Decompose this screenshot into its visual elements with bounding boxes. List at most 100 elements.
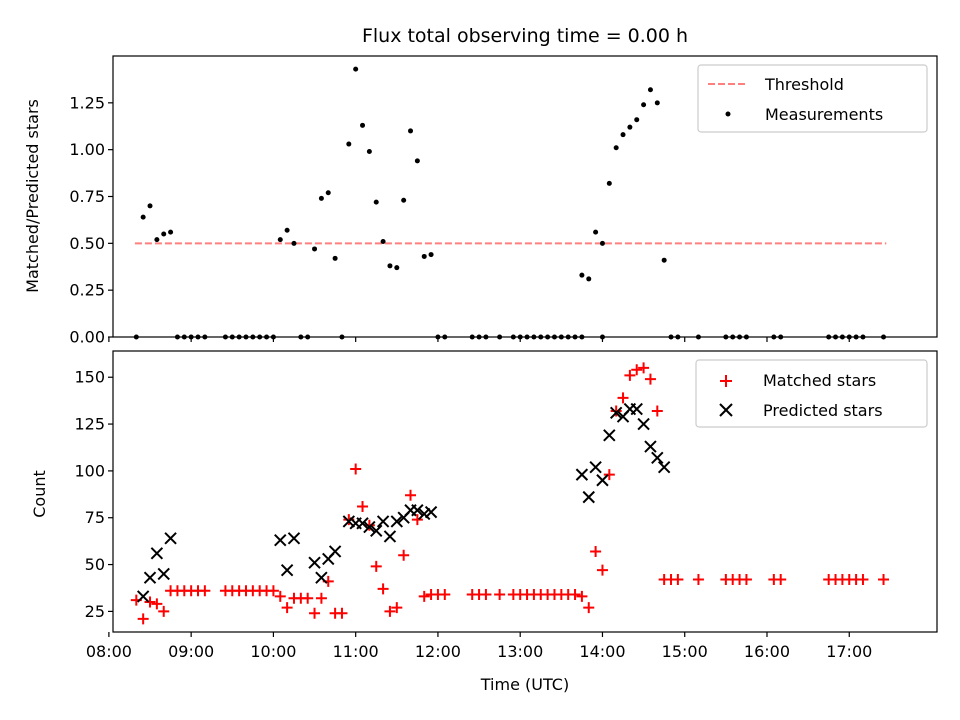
top-y-axis-title: Matched/Predicted stars bbox=[23, 99, 42, 293]
matched-star-point bbox=[624, 369, 636, 381]
predicted-star-point bbox=[150, 547, 164, 560]
predicted-star-point bbox=[274, 533, 287, 547]
predicted-star-point bbox=[411, 504, 424, 517]
matched-star-point bbox=[590, 545, 602, 557]
matched-star-point bbox=[617, 392, 629, 404]
bottom-y-tick-label: 25 bbox=[85, 602, 105, 621]
bottom-x-tick-label: 11:00 bbox=[333, 642, 379, 661]
measurement-point bbox=[593, 229, 599, 235]
matched-star-point bbox=[857, 574, 869, 586]
matched-star-point bbox=[631, 364, 643, 376]
bottom-y-tick-label: 125 bbox=[74, 415, 105, 434]
bottom-x-tick-label: 16:00 bbox=[744, 642, 790, 661]
bottom-axes-frame bbox=[112, 350, 938, 633]
measurement-point bbox=[634, 117, 640, 123]
matched-star-point bbox=[357, 500, 369, 512]
matched-star-point bbox=[377, 583, 389, 595]
predicted-star-point bbox=[136, 590, 150, 603]
top-chart-title: Flux total observing time = 0.00 h bbox=[362, 25, 688, 47]
bottom-x-tick-label: 08:00 bbox=[86, 642, 132, 661]
predicted-star-point bbox=[589, 460, 602, 474]
bottom-axes: 25 50 75 100 125 150 08:00 09:00 10:00 11:00 12:00… bbox=[74, 368, 872, 661]
bottom-y-tick-label: 50 bbox=[85, 555, 105, 574]
matched-star-point bbox=[603, 469, 615, 481]
measurement-point bbox=[312, 246, 318, 252]
matched-star-point bbox=[638, 362, 650, 374]
measurement-point bbox=[147, 203, 153, 209]
bottom-x-tick-label: 13:00 bbox=[497, 642, 543, 661]
measurement-point bbox=[414, 158, 420, 164]
predicted-star-point bbox=[280, 563, 294, 577]
predicted-star-point bbox=[603, 429, 616, 442]
predicted-star-point bbox=[315, 571, 328, 584]
bottom-y-axis-title: Count bbox=[30, 470, 49, 518]
measurement-point bbox=[366, 149, 372, 155]
matched-star-point bbox=[644, 373, 656, 385]
predicted-star-point bbox=[143, 571, 157, 584]
predicted-star-point bbox=[657, 460, 671, 474]
matched-star-point bbox=[391, 602, 403, 614]
measurement-point bbox=[661, 257, 667, 263]
predicted-star-point bbox=[383, 530, 397, 543]
top-y-tick-label: 1.25 bbox=[69, 93, 105, 112]
matched-star-point bbox=[281, 602, 293, 614]
predicted-star-point bbox=[363, 520, 376, 534]
predicted-star-point bbox=[370, 524, 383, 538]
bottom-x-axis-title: Time (UTC) bbox=[480, 675, 569, 694]
top-legend: Threshold Measurements bbox=[697, 64, 928, 133]
measurement-point bbox=[277, 237, 283, 243]
top-axes: 0.00 0.25 0.50 0.75 1.00 1.25 bbox=[69, 93, 850, 347]
predicted-star-point bbox=[287, 532, 301, 545]
bottom-x-tick-label: 17:00 bbox=[826, 642, 872, 661]
predicted-star-point bbox=[596, 474, 609, 487]
predicted-star-point bbox=[424, 505, 438, 519]
bottom-x-tick-label: 15:00 bbox=[662, 642, 708, 661]
top-legend-box bbox=[697, 64, 928, 133]
matched-star-point bbox=[315, 592, 327, 604]
legend-predicted-swatch bbox=[719, 403, 733, 417]
measurement-point bbox=[647, 87, 653, 93]
measurement-point bbox=[586, 276, 592, 282]
matched-star-point bbox=[350, 463, 362, 475]
matched-star-point bbox=[405, 489, 417, 501]
legend-predicted-label: Predicted stars bbox=[763, 401, 883, 420]
matched-star-point bbox=[439, 589, 451, 601]
measurement-point bbox=[332, 255, 338, 261]
measurement-point bbox=[380, 238, 386, 244]
measurement-point bbox=[353, 66, 359, 72]
matched-star-point bbox=[199, 585, 211, 597]
predicted-star-point bbox=[575, 468, 589, 481]
measurement-point bbox=[613, 145, 619, 151]
predicted-star-point bbox=[651, 451, 664, 464]
bottom-x-tick-label: 14:00 bbox=[579, 642, 625, 661]
matched-star-point bbox=[576, 590, 588, 602]
top-panel: 0.00 0.25 0.50 0.75 1.00 1.25 Matched/Predict… bbox=[23, 55, 938, 347]
measurement-point bbox=[325, 190, 331, 196]
matched-star-point bbox=[370, 560, 382, 572]
top-y-tick-label: 0.75 bbox=[69, 187, 105, 206]
measurement-point bbox=[168, 229, 174, 235]
top-y-tick-label: 0.25 bbox=[69, 281, 105, 300]
predicted-star-point bbox=[609, 406, 623, 420]
predicted-star-point bbox=[164, 532, 177, 545]
predicted-star-point bbox=[582, 490, 595, 504]
measurement-point bbox=[161, 231, 167, 237]
matched-star-point bbox=[583, 602, 595, 614]
matched-star-point bbox=[144, 596, 156, 608]
bottom-x-tick-label: 09:00 bbox=[168, 642, 214, 661]
measurement-point bbox=[346, 141, 352, 147]
bottom-y-tick-label: 75 bbox=[85, 508, 105, 527]
bottom-y-tick-label: 100 bbox=[74, 461, 105, 480]
bottom-plot-area bbox=[130, 362, 890, 625]
predicted-star-point bbox=[376, 515, 390, 528]
matched-star-point bbox=[610, 405, 622, 417]
matched-star-point bbox=[267, 585, 279, 597]
matched-star-point bbox=[411, 514, 423, 526]
matched-star-point bbox=[302, 592, 314, 604]
legend-matched-swatch bbox=[720, 375, 732, 387]
predicted-star-point bbox=[390, 515, 404, 528]
bottom-x-tick-label: 10:00 bbox=[250, 642, 296, 661]
measurement-point bbox=[579, 272, 585, 278]
predicted-star-point bbox=[637, 417, 650, 431]
